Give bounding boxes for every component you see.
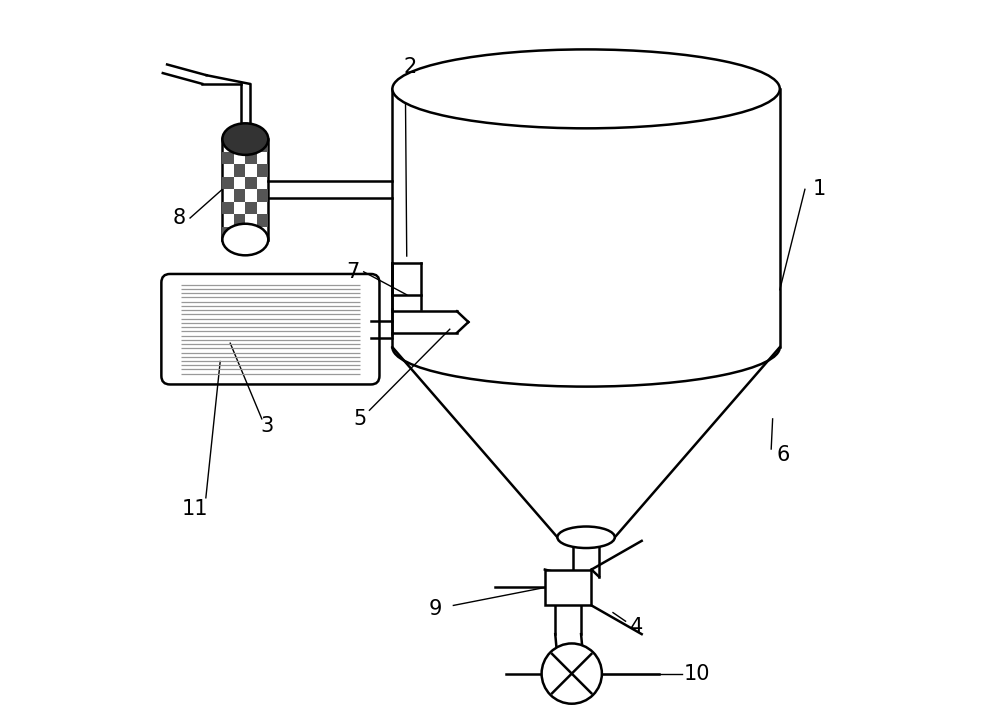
Bar (257, 189, 268, 202)
Ellipse shape (222, 124, 268, 155)
Text: 2: 2 (404, 57, 417, 77)
Bar (234, 189, 245, 202)
Text: 10: 10 (684, 664, 711, 683)
Bar (234, 139, 245, 152)
Circle shape (542, 643, 602, 703)
Text: 3: 3 (260, 416, 273, 436)
Text: 1: 1 (813, 179, 826, 200)
Text: 7: 7 (346, 262, 360, 282)
Bar (234, 164, 245, 176)
Bar (222, 176, 234, 189)
Text: 9: 9 (429, 599, 442, 619)
Text: 5: 5 (353, 409, 367, 429)
FancyBboxPatch shape (161, 274, 379, 385)
Text: 6: 6 (777, 445, 790, 465)
Bar (222, 139, 268, 239)
Ellipse shape (557, 526, 615, 548)
Text: 4: 4 (630, 617, 643, 637)
Ellipse shape (222, 223, 268, 255)
Bar (257, 215, 268, 227)
Bar (245, 176, 257, 189)
Bar (222, 202, 234, 215)
Bar (245, 202, 257, 215)
Bar (222, 152, 234, 164)
Bar (222, 227, 234, 239)
Bar (245, 227, 257, 239)
Text: 8: 8 (173, 208, 186, 228)
Bar (245, 152, 257, 164)
Bar (257, 139, 268, 152)
Bar (257, 164, 268, 176)
Bar (234, 215, 245, 227)
Ellipse shape (392, 49, 780, 128)
Text: 11: 11 (182, 499, 208, 518)
Bar (545, 570, 591, 605)
